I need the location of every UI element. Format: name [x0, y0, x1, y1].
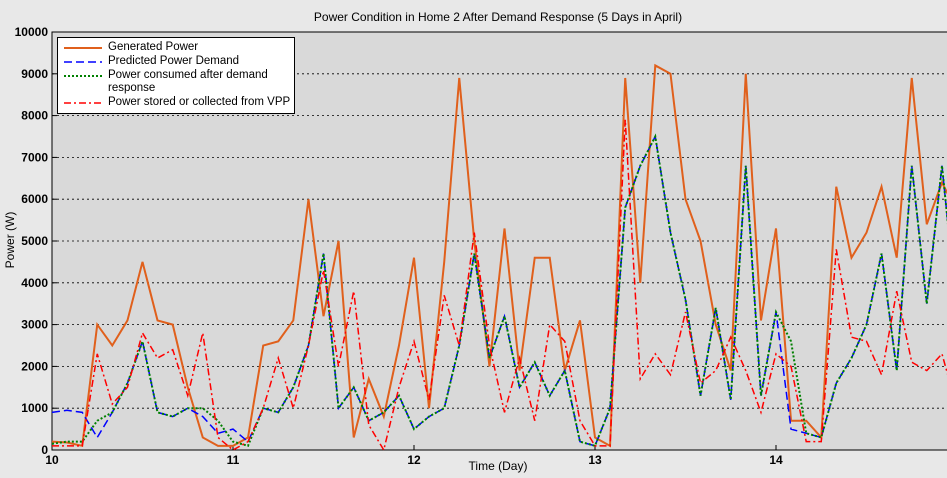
y-tick-label: 6000 [21, 192, 48, 206]
legend-swatch [64, 102, 102, 104]
y-tick-label: 5000 [21, 234, 48, 248]
y-tick-label: 2000 [21, 359, 48, 373]
x-tick-label: 12 [407, 453, 421, 467]
legend-swatch [64, 75, 102, 77]
y-tick-label: 4000 [21, 276, 48, 290]
series-line [51, 63, 947, 448]
legend-swatch [64, 47, 102, 49]
legend-label: Power consumed after demand response [108, 69, 268, 94]
y-tick-label: 8000 [21, 109, 48, 123]
legend-swatch [64, 61, 102, 63]
x-tick-label: 11 [227, 453, 240, 467]
chart-title: Power Condition in Home 2 After Demand R… [314, 10, 682, 24]
legend-label: Predicted Power Demand [108, 55, 240, 67]
y-tick-label: 9000 [21, 67, 48, 81]
series-line [52, 119, 947, 452]
y-axis-label: Power (W) [3, 212, 17, 269]
x-tick-label: 13 [588, 453, 602, 467]
legend-item: Generated Power [58, 41, 294, 54]
y-tick-label: 10000 [15, 25, 49, 39]
y-tick-label: 0 [41, 443, 48, 457]
x-tick-label: 10 [45, 453, 59, 467]
y-tick-label: 7000 [21, 150, 48, 164]
legend-label: Generated Power [108, 41, 199, 53]
y-tick-label: 3000 [21, 318, 48, 332]
legend: Generated Power Predicted Power Demand Pow… [57, 37, 295, 114]
y-tick-label: 1000 [21, 401, 48, 415]
legend-label: Power stored or collected from VPP [108, 96, 291, 108]
legend-item: Power stored or collected from VPP [58, 96, 294, 109]
legend-item: Power consumed after demand response [58, 69, 294, 95]
x-tick-label: 14 [769, 453, 783, 467]
legend-item: Predicted Power Demand [58, 55, 294, 68]
series-line [51, 134, 947, 447]
x-axis-label: Time (Day) [469, 459, 528, 473]
